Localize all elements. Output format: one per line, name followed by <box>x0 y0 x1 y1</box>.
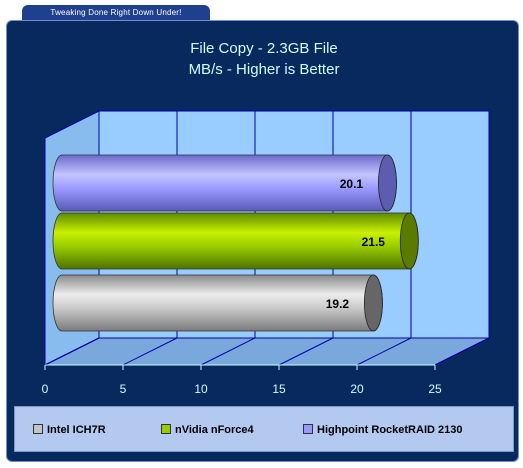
gridline-floor-10 <box>200 337 256 366</box>
legend: Intel ICH7R nVidia nForce4 Highpoint Roc… <box>14 406 514 452</box>
x-tick-label-0: 0 <box>42 382 49 396</box>
chart-subtitle: MB/s - Higher is Better <box>189 61 340 78</box>
legend-label-nvidia: nVidia nForce4 <box>175 424 254 436</box>
banner-tab: Tweaking Done Right Down Under! <box>22 5 210 21</box>
x-tick-label-15: 15 <box>272 382 286 396</box>
legend-label-intel: Intel ICH7R <box>47 424 106 436</box>
bar-value-label-1: 21.5 <box>362 235 386 249</box>
legend-swatch-intel <box>33 424 43 435</box>
legend-item-highpoint: Highpoint RocketRAID 2130 <box>303 423 462 437</box>
legend-item-nvidia: nVidia nForce4 <box>161 423 254 437</box>
bars: 19.2 21.5 20.1 <box>52 154 419 332</box>
legend-label-highpoint: Highpoint RocketRAID 2130 <box>317 424 463 436</box>
bar-cap-1 <box>399 212 419 270</box>
plot-floor <box>44 337 490 366</box>
gridline-floor-25 <box>434 337 490 366</box>
x-tick-label-10: 10 <box>194 382 208 396</box>
x-axis-ticks: 0 5 10 15 20 25 <box>42 364 442 396</box>
legend-swatch-nvidia <box>161 424 171 435</box>
bar-cap-0 <box>363 274 383 332</box>
bar-1: 21.5 <box>52 212 419 270</box>
gridline-floor-0 <box>44 337 100 366</box>
bar-0: 19.2 <box>52 274 383 332</box>
gridline-floor-20 <box>356 337 412 366</box>
bar-value-label-0: 19.2 <box>326 297 350 311</box>
gridline-floor-5 <box>122 337 178 366</box>
bar-2: 20.1 <box>52 154 397 212</box>
bar-value-label-2: 20.1 <box>340 177 364 191</box>
x-tick-label-5: 5 <box>120 382 127 396</box>
legend-item-intel: Intel ICH7R <box>33 423 106 437</box>
x-tick-label-20: 20 <box>350 382 364 396</box>
x-tick-label-25: 25 <box>428 382 442 396</box>
bar-cap-2 <box>378 154 397 212</box>
gridline-floor-15 <box>278 337 334 366</box>
chart-title: File Copy - 2.3GB File <box>190 40 338 57</box>
legend-swatch-highpoint <box>303 424 313 435</box>
